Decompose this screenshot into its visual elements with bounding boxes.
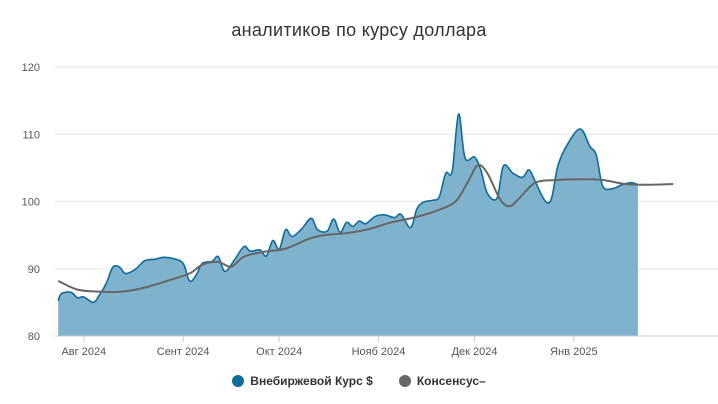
- series-line-consensus: [57, 163, 674, 294]
- axis-layer: 80 90 100 110 120 Авг 2024 Сент 2024 Окт 2024 Но…: [22, 62, 718, 358]
- x-tick-label-0: Авг 2024: [61, 346, 106, 358]
- chart-title: аналитиков по курсу доллара: [231, 20, 487, 40]
- x-tick-label-2: Окт 2024: [256, 346, 302, 358]
- x-tick-label-5: Янв 2025: [550, 346, 597, 358]
- legend-item-consensus[interactable]: Консенсус–: [398, 374, 486, 388]
- legend-label-otc-rate: Внебиржевой Курс $: [250, 374, 373, 388]
- legend-item-otc-rate[interactable]: Внебиржевой Курс $: [232, 374, 373, 388]
- series-area-otc-rate: [58, 114, 638, 337]
- legend-marker-consensus: [398, 375, 411, 387]
- series-layer: [57, 113, 674, 337]
- legend-label-consensus: Консенсус–: [416, 374, 486, 388]
- legend-marker-otc-rate: [232, 375, 245, 387]
- x-tick-label-1: Сент 2024: [157, 346, 210, 358]
- y-tick-label-2: 100: [22, 197, 40, 209]
- series-line-otc-rate: [57, 113, 639, 304]
- y-tick-label-4: 120: [22, 62, 40, 74]
- legend: Внебиржевой Курс $ Консенсус–: [0, 374, 718, 388]
- y-tick-label-3: 110: [22, 129, 40, 141]
- x-tick-label-3: Нояб 2024: [352, 346, 406, 358]
- y-tick-label-0: 80: [28, 331, 40, 343]
- x-tick-label-4: Дек 2024: [452, 346, 498, 358]
- y-tick-label-1: 90: [28, 264, 40, 276]
